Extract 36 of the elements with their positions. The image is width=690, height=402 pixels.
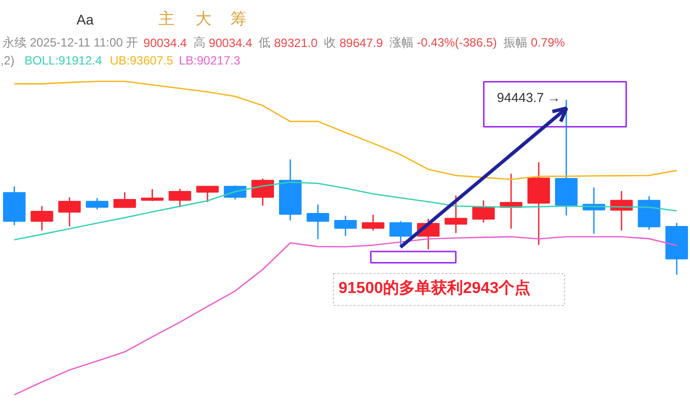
text: 主: [158, 10, 174, 28]
text: 涨幅: [389, 36, 414, 50]
text: 大: [196, 10, 212, 28]
candlestick: [472, 200, 495, 224]
candlestick: [251, 178, 274, 206]
text: 振幅: [503, 36, 528, 50]
candlestick: [141, 188, 164, 202]
text: 筹: [230, 10, 246, 28]
text: 89647.9: [340, 36, 384, 50]
candlestick: [334, 215, 357, 237]
annotation: 94443.7 →: [496, 90, 561, 105]
text: 永续 2025-12-11 11:00 开: [2, 36, 138, 50]
text: 高: [193, 36, 206, 50]
text: 89321.0: [274, 36, 318, 50]
text: 90034.4: [143, 36, 188, 50]
candlestick: [168, 188, 192, 208]
text: LB:90217.3: [178, 54, 241, 68]
text: 90034.4: [208, 36, 252, 50]
candlestick: [86, 197, 108, 210]
text: -0.43%(-386.5): [416, 36, 497, 50]
candlestick: [58, 196, 81, 228]
candlestick: [113, 191, 136, 208]
candlestick: [362, 214, 384, 232]
candlestick: [196, 186, 219, 203]
text: ,2): [0, 54, 15, 68]
series-label: UB:93607.5: [110, 54, 174, 68]
candlestick: [306, 204, 330, 240]
candlestick: [30, 205, 54, 232]
text: 低: [258, 36, 271, 50]
text: BOLL:91912.4: [24, 54, 102, 68]
candlestick: [389, 220, 412, 248]
candlestick: [444, 194, 468, 234]
text: Aa: [76, 12, 94, 28]
text: 收: [324, 36, 336, 50]
text: 91500的多单获利2943个点: [338, 279, 531, 297]
text: 0.79%: [530, 36, 566, 50]
